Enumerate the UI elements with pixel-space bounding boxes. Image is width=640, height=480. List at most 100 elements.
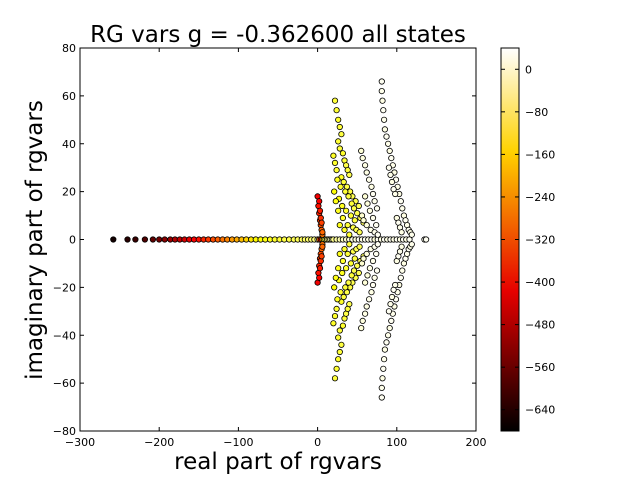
data-point bbox=[316, 198, 323, 205]
data-point bbox=[371, 274, 378, 281]
data-point bbox=[339, 150, 346, 157]
data-point bbox=[331, 188, 338, 195]
data-point bbox=[388, 293, 396, 301]
data-point bbox=[335, 138, 342, 145]
data-point bbox=[344, 250, 351, 257]
x-tick-label: −100 bbox=[223, 436, 253, 449]
data-point bbox=[365, 176, 373, 183]
data-point bbox=[336, 348, 343, 356]
data-point bbox=[319, 229, 326, 236]
data-point bbox=[339, 322, 346, 329]
data-point bbox=[344, 222, 351, 229]
data-point bbox=[318, 253, 325, 260]
colorbar-tick-label: −400 bbox=[525, 276, 555, 289]
data-point bbox=[363, 303, 370, 310]
data-point bbox=[361, 279, 369, 286]
y-tick-label: −40 bbox=[53, 329, 76, 342]
colorbar-tick-label: −480 bbox=[525, 319, 555, 332]
data-point bbox=[368, 183, 375, 190]
colorbar-ticks: 0 −80 −160 −240 −320 −400 −480 −560 −640 bbox=[501, 63, 555, 417]
data-point bbox=[384, 332, 392, 339]
data-point bbox=[373, 267, 381, 274]
data-point bbox=[346, 231, 353, 238]
data-point bbox=[339, 269, 346, 277]
data-point bbox=[124, 236, 131, 243]
data-point bbox=[373, 222, 380, 229]
data-point bbox=[383, 339, 390, 346]
data-point bbox=[333, 305, 340, 312]
data-point bbox=[363, 250, 370, 257]
data-point bbox=[356, 243, 363, 250]
data-point bbox=[422, 236, 430, 243]
data-point bbox=[380, 116, 388, 123]
data-point bbox=[340, 293, 347, 301]
data-point bbox=[378, 78, 385, 85]
data-point bbox=[336, 327, 343, 334]
data-point bbox=[356, 229, 363, 236]
data-point bbox=[346, 241, 353, 248]
data-point bbox=[141, 236, 148, 243]
data-point bbox=[333, 365, 340, 372]
y-tick-label: −80 bbox=[53, 425, 76, 438]
data-point bbox=[397, 198, 404, 205]
data-point bbox=[361, 162, 369, 169]
y-axis-ticks: 80 60 40 20 0 −20 −40 −60 −80 bbox=[53, 42, 476, 438]
data-point bbox=[369, 214, 377, 222]
data-point bbox=[408, 231, 415, 238]
data-point bbox=[366, 207, 373, 214]
data-point bbox=[387, 171, 394, 178]
data-point bbox=[360, 255, 367, 262]
data-point bbox=[378, 394, 385, 401]
data-point bbox=[336, 145, 343, 152]
data-point bbox=[331, 159, 339, 166]
data-point bbox=[371, 198, 378, 205]
data-point bbox=[156, 236, 163, 243]
data-point bbox=[368, 289, 375, 296]
data-point bbox=[383, 133, 390, 140]
data-point bbox=[334, 176, 341, 183]
data-point bbox=[331, 312, 339, 320]
data-point bbox=[342, 207, 350, 214]
data-point bbox=[316, 274, 323, 281]
x-axis-ticks: −300 −200 −100 0 100 200 bbox=[65, 48, 487, 449]
data-point bbox=[355, 202, 362, 210]
data-point bbox=[358, 147, 365, 154]
data-point bbox=[332, 274, 339, 281]
data-point bbox=[332, 198, 339, 205]
data-point bbox=[355, 269, 362, 277]
data-point bbox=[110, 236, 117, 243]
data-point bbox=[373, 250, 380, 257]
data-point bbox=[385, 164, 392, 171]
data-point bbox=[331, 97, 339, 104]
data-point bbox=[351, 217, 358, 224]
data-point bbox=[348, 272, 355, 279]
data-point bbox=[336, 250, 343, 257]
data-point bbox=[380, 107, 387, 114]
data-point bbox=[392, 281, 399, 289]
colorbar-tick-label: −640 bbox=[525, 404, 555, 417]
data-point bbox=[350, 267, 358, 274]
data-point bbox=[335, 265, 342, 272]
data-point bbox=[335, 207, 342, 214]
data-point bbox=[373, 205, 381, 212]
data-point bbox=[385, 308, 392, 315]
data-point bbox=[366, 265, 373, 272]
data-point bbox=[381, 126, 388, 133]
x-tick-label: 0 bbox=[314, 436, 321, 449]
data-point bbox=[359, 155, 366, 162]
data-point bbox=[336, 222, 343, 229]
data-point bbox=[339, 202, 346, 210]
colorbar-tick-label: −160 bbox=[525, 148, 555, 161]
data-point bbox=[398, 243, 405, 250]
y-tick-label: −20 bbox=[53, 281, 76, 294]
data-point bbox=[363, 222, 370, 229]
data-point bbox=[316, 207, 324, 214]
data-point bbox=[365, 296, 373, 303]
data-point bbox=[364, 272, 371, 279]
data-point bbox=[341, 226, 348, 233]
data-point bbox=[388, 178, 396, 186]
data-point bbox=[318, 219, 325, 226]
data-point bbox=[346, 171, 353, 178]
data-point bbox=[381, 346, 388, 353]
